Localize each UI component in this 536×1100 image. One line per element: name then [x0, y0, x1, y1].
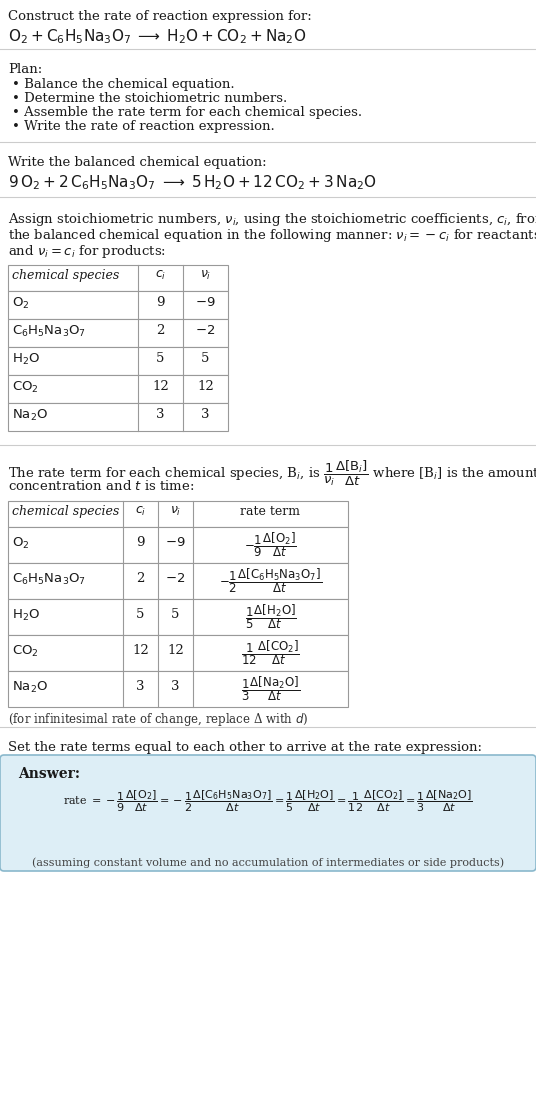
Text: Answer:: Answer: — [18, 767, 80, 781]
Text: Assign stoichiometric numbers, $\nu_i$, using the stoichiometric coefficients, $: Assign stoichiometric numbers, $\nu_i$, … — [8, 211, 536, 228]
Text: 12: 12 — [132, 645, 149, 658]
Text: 5: 5 — [202, 352, 210, 365]
Text: $\nu_i$: $\nu_i$ — [170, 505, 181, 518]
Text: (for infinitesimal rate of change, replace Δ with $d$): (for infinitesimal rate of change, repla… — [8, 711, 308, 728]
Text: chemical species: chemical species — [12, 270, 119, 282]
Text: $c_i$: $c_i$ — [135, 505, 146, 518]
Text: $\dfrac{1}{3}\dfrac{\Delta[\mathrm{Na_2O}]}{\Delta t}$: $\dfrac{1}{3}\dfrac{\Delta[\mathrm{Na_2O… — [241, 674, 300, 703]
Text: Set the rate terms equal to each other to arrive at the rate expression:: Set the rate terms equal to each other t… — [8, 741, 482, 754]
Text: $\dfrac{1}{5}\dfrac{\Delta[\mathrm{H_2O}]}{\Delta t}$: $\dfrac{1}{5}\dfrac{\Delta[\mathrm{H_2O}… — [244, 603, 296, 631]
Text: Construct the rate of reaction expression for:: Construct the rate of reaction expressio… — [8, 10, 312, 23]
Bar — [8, 500, 348, 527]
Text: 12: 12 — [197, 381, 214, 394]
Text: the balanced chemical equation in the following manner: $\nu_i = -c_i$ for react: the balanced chemical equation in the fo… — [8, 227, 536, 244]
Bar — [8, 403, 228, 431]
Text: $\dfrac{1}{12}\dfrac{\Delta[\mathrm{CO_2}]}{\Delta t}$: $\dfrac{1}{12}\dfrac{\Delta[\mathrm{CO_2… — [241, 639, 300, 668]
Text: Write the balanced chemical equation:: Write the balanced chemical equation: — [8, 156, 266, 169]
Text: 12: 12 — [167, 645, 184, 658]
Bar — [8, 265, 228, 292]
Bar — [8, 292, 228, 319]
Text: $\mathrm{C_6H_5Na_3O_7}$: $\mathrm{C_6H_5Na_3O_7}$ — [12, 572, 86, 586]
Text: 2: 2 — [136, 572, 145, 585]
Text: 12: 12 — [152, 381, 169, 394]
Text: $\mathrm{C_6H_5Na_3O_7}$: $\mathrm{C_6H_5Na_3O_7}$ — [12, 323, 86, 339]
Text: $\mathrm{CO_2}$: $\mathrm{CO_2}$ — [12, 379, 39, 395]
Text: The rate term for each chemical species, B$_i$, is $\dfrac{1}{\nu_i}\dfrac{\Delt: The rate term for each chemical species,… — [8, 459, 536, 488]
Bar — [8, 635, 348, 671]
Text: 9: 9 — [136, 537, 145, 550]
Bar — [8, 563, 348, 600]
Text: $\mathrm{O_2}$: $\mathrm{O_2}$ — [12, 536, 29, 550]
Text: $\mathrm{Na_2O}$: $\mathrm{Na_2O}$ — [12, 680, 48, 694]
Text: 5: 5 — [136, 608, 145, 622]
Text: rate term: rate term — [241, 505, 301, 518]
Text: $\mathrm{H_2O}$: $\mathrm{H_2O}$ — [12, 352, 40, 366]
Text: 5: 5 — [172, 608, 180, 622]
Text: $c_i$: $c_i$ — [155, 270, 166, 282]
Text: • Balance the chemical equation.: • Balance the chemical equation. — [12, 78, 235, 91]
Text: $\mathrm{H_2O}$: $\mathrm{H_2O}$ — [12, 607, 40, 623]
FancyBboxPatch shape — [0, 755, 536, 871]
Text: 3: 3 — [201, 408, 210, 421]
Text: $-2$: $-2$ — [166, 572, 185, 585]
Text: 2: 2 — [157, 324, 165, 338]
Text: $-\dfrac{1}{2}\dfrac{\Delta[\mathrm{C_6H_5Na_3O_7}]}{\Delta t}$: $-\dfrac{1}{2}\dfrac{\Delta[\mathrm{C_6H… — [219, 566, 322, 595]
Text: (assuming constant volume and no accumulation of intermediates or side products): (assuming constant volume and no accumul… — [32, 857, 504, 868]
Bar — [8, 375, 228, 403]
Text: $\nu_i$: $\nu_i$ — [200, 270, 211, 282]
Text: $\mathrm{9\,O_2 + 2\,C_6H_5Na_3O_7 \;\longrightarrow\; 5\,H_2O + 12\,CO_2 + 3\,N: $\mathrm{9\,O_2 + 2\,C_6H_5Na_3O_7 \;\lo… — [8, 173, 377, 191]
Bar — [8, 527, 348, 563]
Text: $\mathrm{CO_2}$: $\mathrm{CO_2}$ — [12, 644, 39, 659]
Text: Plan:: Plan: — [8, 63, 42, 76]
Bar — [8, 671, 348, 707]
Text: • Write the rate of reaction expression.: • Write the rate of reaction expression. — [12, 120, 275, 133]
Bar — [8, 346, 228, 375]
Text: $\mathrm{O_2}$: $\mathrm{O_2}$ — [12, 296, 29, 310]
Text: • Determine the stoichiometric numbers.: • Determine the stoichiometric numbers. — [12, 92, 287, 104]
Text: rate $= -\dfrac{1}{9}\dfrac{\Delta[\mathrm{O_2}]}{\Delta t} = -\dfrac{1}{2}\dfra: rate $= -\dfrac{1}{9}\dfrac{\Delta[\math… — [63, 789, 473, 814]
Text: chemical species: chemical species — [12, 505, 119, 518]
Text: $-9$: $-9$ — [195, 297, 216, 309]
Text: 9: 9 — [157, 297, 165, 309]
Bar — [8, 600, 348, 635]
Text: 3: 3 — [157, 408, 165, 421]
Text: and $\nu_i = c_i$ for products:: and $\nu_i = c_i$ for products: — [8, 243, 166, 260]
Text: • Assemble the rate term for each chemical species.: • Assemble the rate term for each chemic… — [12, 106, 362, 119]
Text: 3: 3 — [171, 681, 180, 693]
Text: 5: 5 — [157, 352, 165, 365]
Text: $-\dfrac{1}{9}\dfrac{\Delta[\mathrm{O_2}]}{\Delta t}$: $-\dfrac{1}{9}\dfrac{\Delta[\mathrm{O_2}… — [244, 530, 297, 560]
Text: $-2$: $-2$ — [196, 324, 215, 338]
Text: $-9$: $-9$ — [165, 537, 186, 550]
Text: concentration and $t$ is time:: concentration and $t$ is time: — [8, 478, 195, 493]
Text: 3: 3 — [136, 681, 145, 693]
Bar — [8, 319, 228, 346]
Text: $\mathrm{Na_2O}$: $\mathrm{Na_2O}$ — [12, 407, 48, 422]
Text: $\mathrm{O_2 + C_6H_5Na_3O_7 \;\longrightarrow\; H_2O + CO_2 + Na_2O}$: $\mathrm{O_2 + C_6H_5Na_3O_7 \;\longrigh… — [8, 28, 306, 46]
